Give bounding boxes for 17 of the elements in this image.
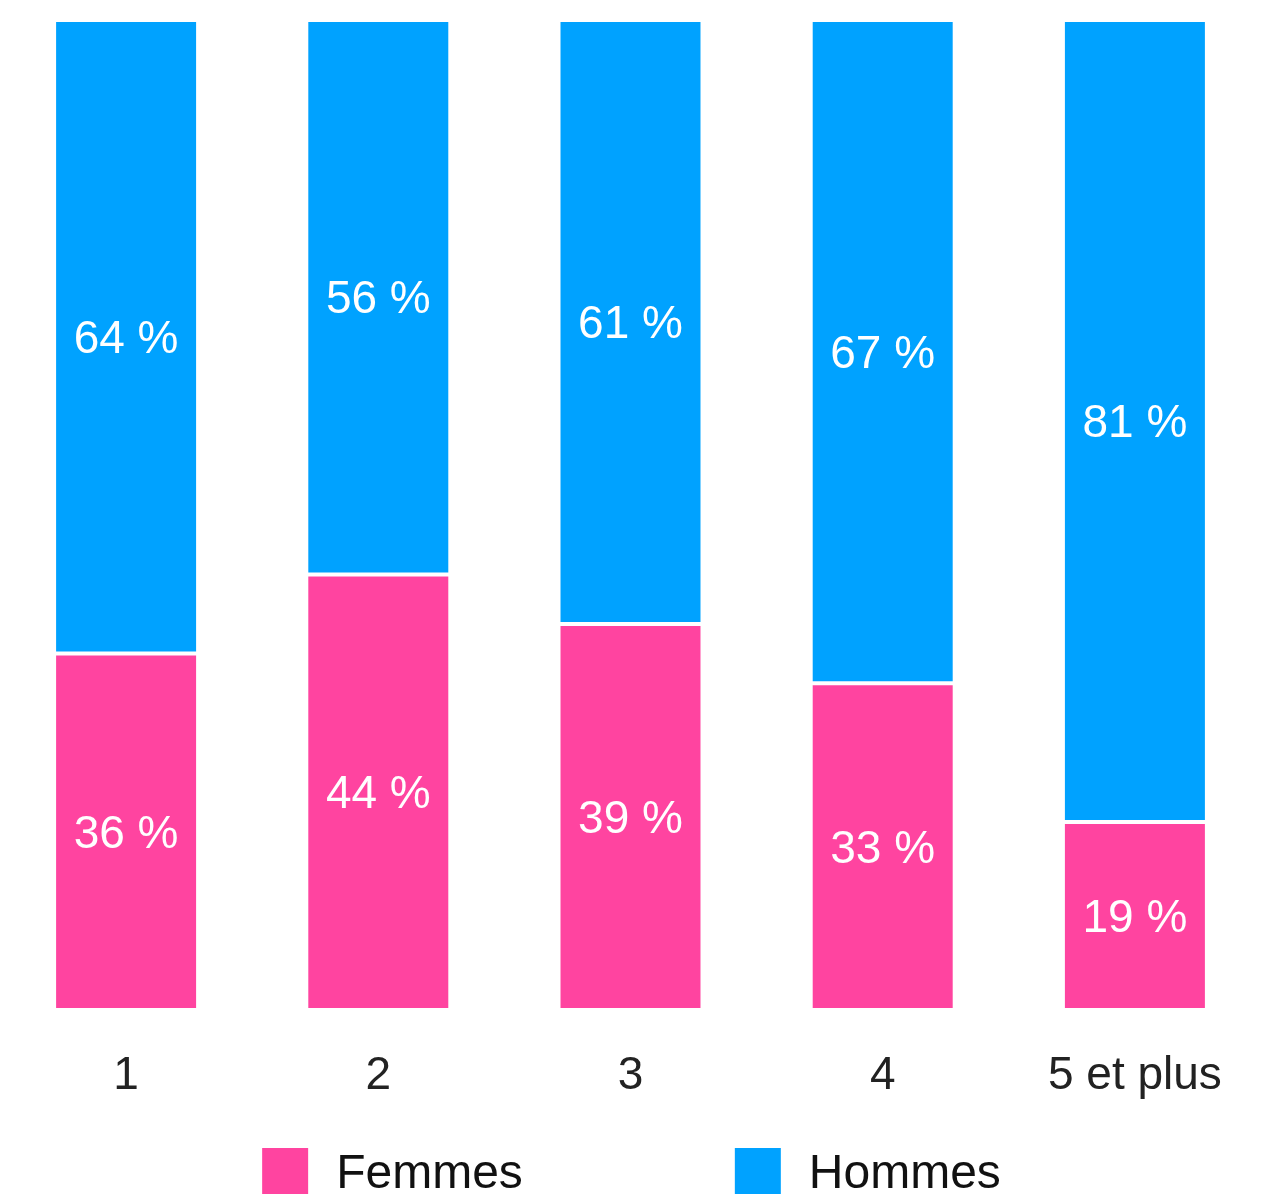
data-label: 67 % — [830, 325, 936, 378]
legend-label: Femmes — [336, 1144, 523, 1198]
x-tick-label: 3 — [617, 1047, 644, 1099]
data-label: 61 % — [578, 295, 683, 348]
data-label: 36 % — [73, 805, 179, 858]
data-label: 33 % — [830, 820, 936, 873]
data-label: 81 % — [1082, 394, 1188, 447]
x-tick-label: 1 — [113, 1047, 139, 1099]
data-label: 56 % — [325, 271, 431, 324]
data-label: 64 % — [73, 310, 179, 363]
data-label: 19 % — [1082, 889, 1188, 942]
x-tick-label: 2 — [365, 1047, 392, 1099]
data-label: 39 % — [578, 790, 683, 843]
data-label: 44 % — [325, 766, 431, 819]
x-tick-label: 4 — [869, 1047, 896, 1099]
x-tick-label: 5 et plus — [1047, 1047, 1222, 1099]
legend-label: Hommes — [808, 1144, 1001, 1198]
